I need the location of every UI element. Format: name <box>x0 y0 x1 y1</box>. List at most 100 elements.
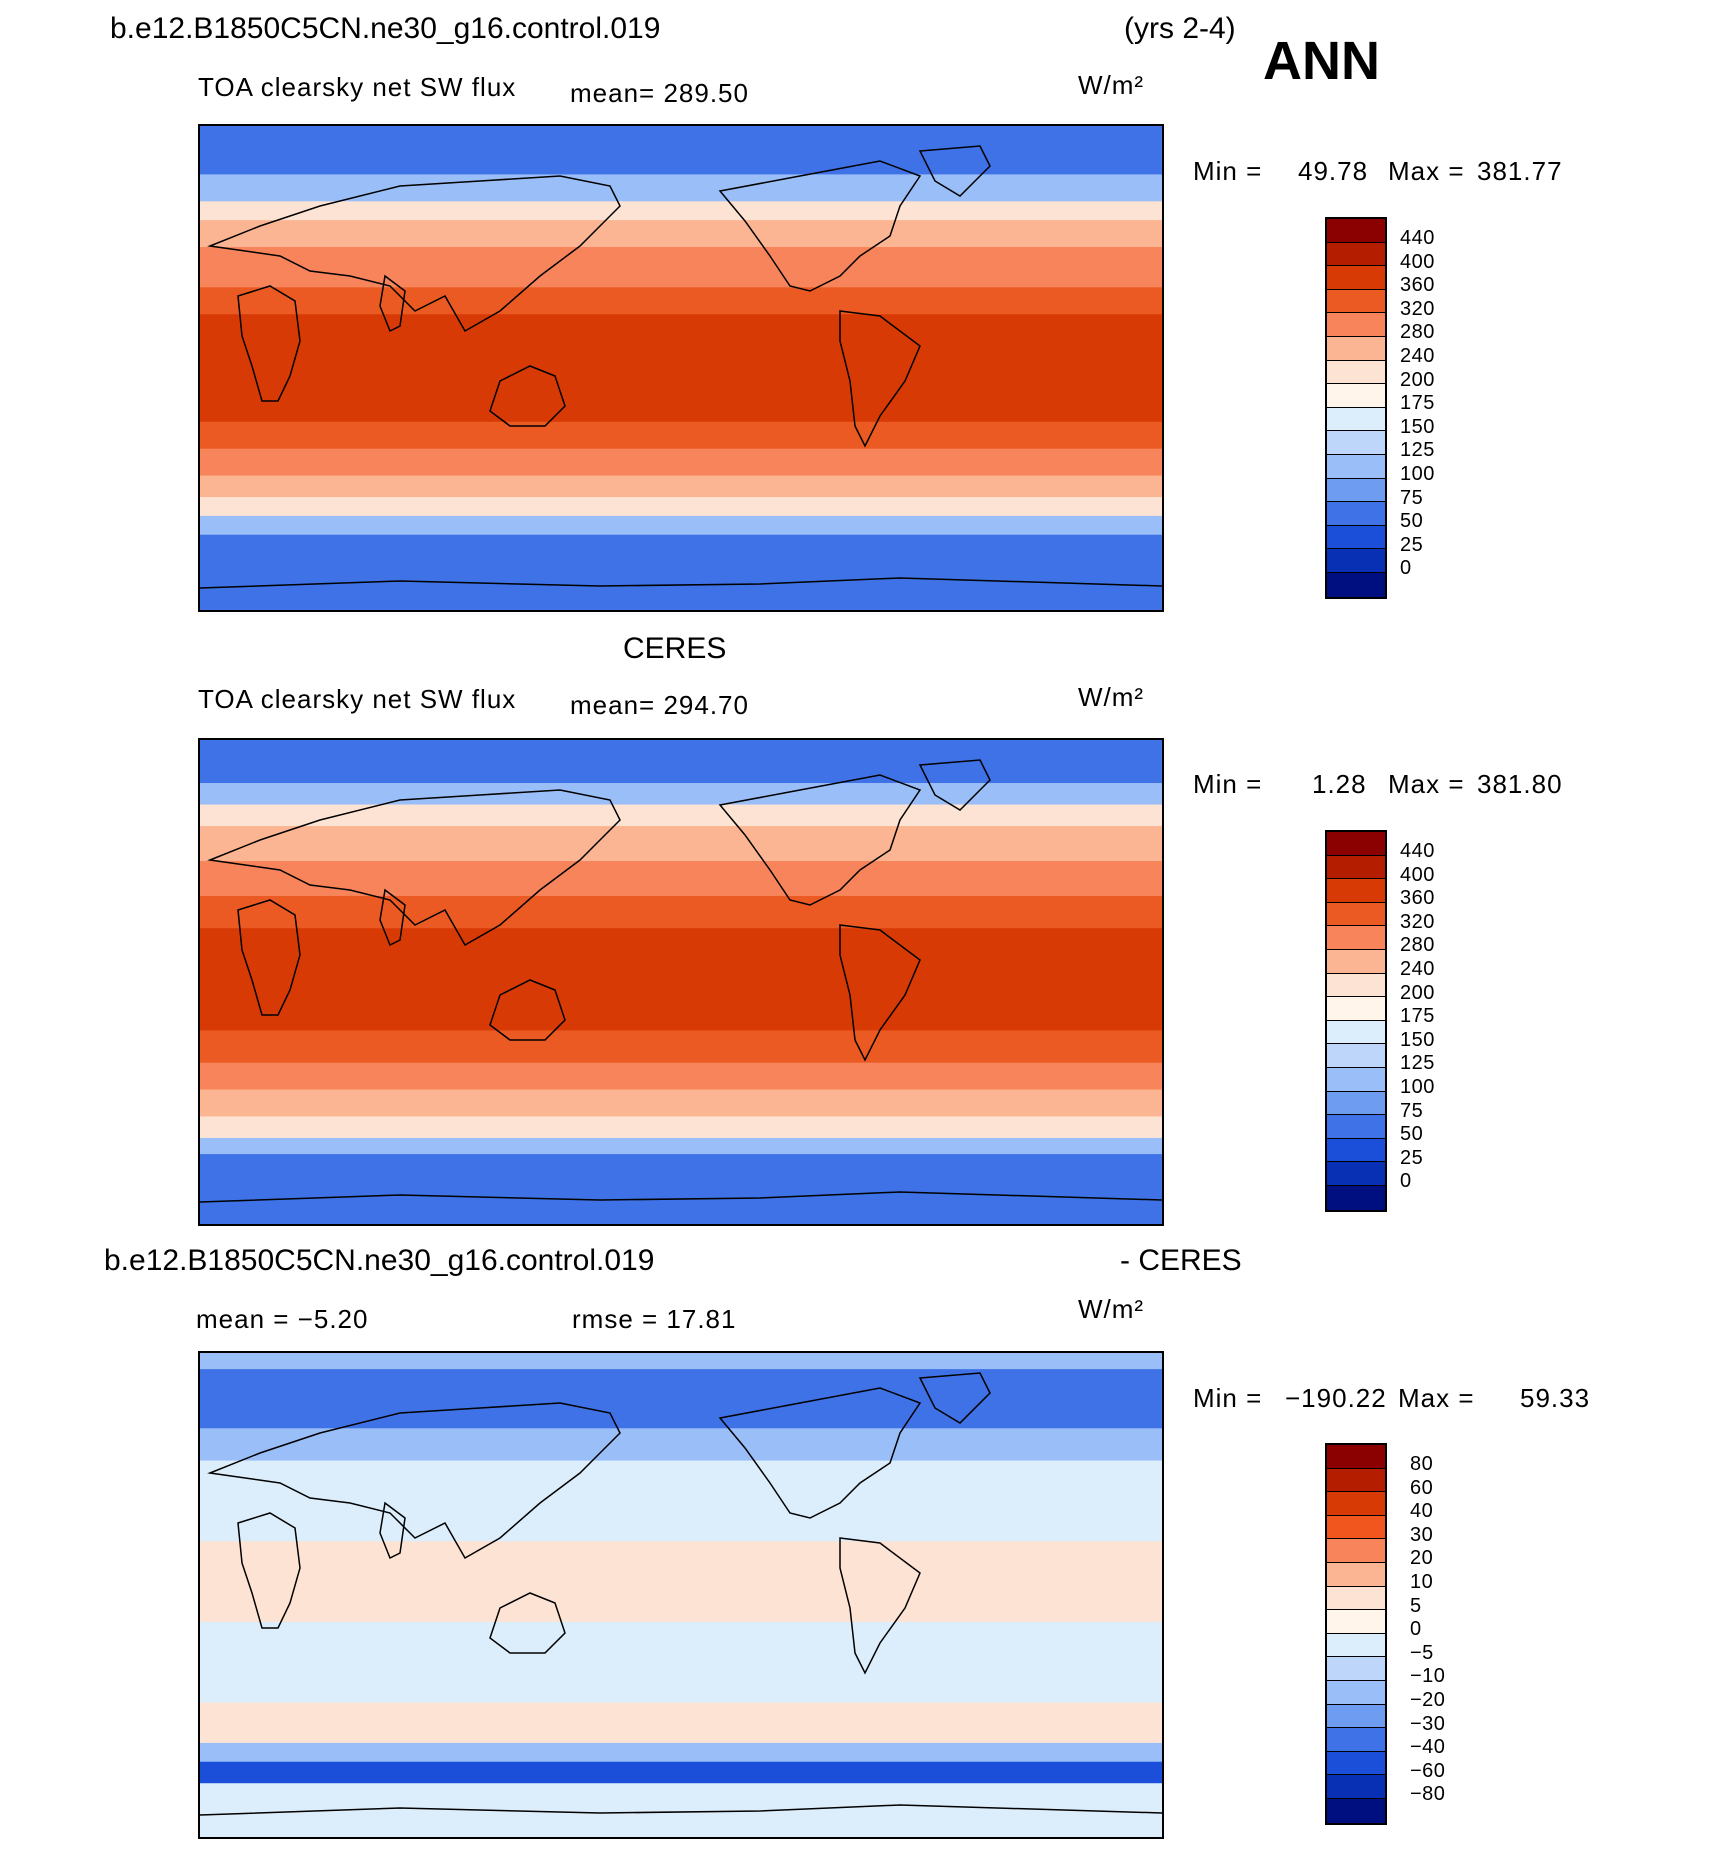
coastline <box>489 1592 566 1654</box>
map-band <box>200 287 1162 315</box>
colorbar-segment <box>1327 313 1385 337</box>
coastline <box>207 175 621 333</box>
colorbar-segment <box>1327 1610 1385 1634</box>
map-band <box>200 1742 1162 1763</box>
colorbar-segment <box>1327 1091 1385 1116</box>
colorbar-tick-label: 50 <box>1400 1123 1424 1146</box>
map-band <box>200 448 1162 477</box>
panel3-min-value: −190.22 <box>1285 1383 1387 1413</box>
coastline <box>200 1804 1162 1816</box>
colorbar-tick-label: 10 <box>1410 1571 1434 1593</box>
colorbar-tick-label: 400 <box>1400 250 1435 273</box>
panel3-colorbar <box>1325 1443 1387 1825</box>
map-band <box>200 1116 1162 1139</box>
colorbar-tick-label: 0 <box>1400 557 1412 580</box>
colorbar-tick-label: 30 <box>1410 1523 1434 1546</box>
coastline <box>718 774 922 906</box>
colorbar-segment <box>1327 1539 1385 1563</box>
colorbar-segment <box>1327 407 1385 432</box>
coastline <box>718 1387 922 1519</box>
panel3-title-left: b.e12.B1850C5CN.ne30_g16.control.019 <box>104 1244 655 1277</box>
panel1-map-svg <box>200 126 1162 610</box>
coastline <box>489 979 566 1041</box>
map-band <box>200 783 1162 806</box>
map-band <box>200 826 1162 862</box>
colorbar-tick-label: 25 <box>1400 533 1424 556</box>
map-band <box>200 804 1162 827</box>
colorbar-tick-label: 360 <box>1400 887 1435 910</box>
map-band <box>200 1137 1162 1155</box>
colorbar-tick-label: −40 <box>1410 1736 1446 1759</box>
colorbar-tick-label: 0 <box>1400 1170 1412 1193</box>
colorbar-segment <box>1327 219 1385 243</box>
colorbar-segment <box>1327 949 1385 974</box>
map-band <box>200 1428 1162 1462</box>
colorbar-segment <box>1327 242 1385 267</box>
map-band <box>200 861 1162 897</box>
colorbar-segment <box>1327 336 1385 361</box>
colorbar-tick-label: 440 <box>1400 227 1435 249</box>
colorbar-tick-label: 360 <box>1400 274 1435 297</box>
colorbar-segment <box>1327 855 1385 880</box>
colorbar-segment <box>1327 266 1385 290</box>
map-band <box>200 895 1162 929</box>
colorbar-segment <box>1327 973 1385 998</box>
map-band <box>200 1761 1162 1784</box>
colorbar-segment <box>1327 1680 1385 1705</box>
colorbar-segment <box>1327 1586 1385 1611</box>
map-band <box>200 1154 1162 1224</box>
colorbar-segment <box>1327 431 1385 455</box>
coastline <box>379 888 406 947</box>
panel2-map <box>198 738 1164 1226</box>
panel1-max-label: Max = <box>1388 156 1465 186</box>
colorbar-tick-label: 200 <box>1400 981 1435 1004</box>
colorbar-tick-label: 320 <box>1400 910 1435 933</box>
colorbar-segment <box>1327 525 1385 550</box>
colorbar-tick-label: −5 <box>1410 1641 1434 1664</box>
panel3-title-right: - CERES <box>1120 1244 1242 1277</box>
colorbar-segment <box>1327 1562 1385 1587</box>
colorbar-segment <box>1327 384 1385 408</box>
map-band <box>200 201 1162 221</box>
colorbar-tick-label: 40 <box>1410 1500 1434 1523</box>
colorbar-tick-label: 280 <box>1400 934 1435 957</box>
colorbar-tick-label: −60 <box>1410 1759 1446 1782</box>
coastline <box>839 1537 921 1675</box>
colorbar-segment <box>1327 997 1385 1021</box>
panel2-mean: mean= 294.70 <box>570 690 749 720</box>
coastline <box>237 899 301 1016</box>
coastline <box>918 1372 991 1424</box>
colorbar-tick-label: 280 <box>1400 321 1435 344</box>
colorbar-tick-label: 60 <box>1410 1476 1434 1499</box>
coastline <box>918 145 991 197</box>
panel2-min-label: Min = <box>1193 769 1263 799</box>
panel2-max-value: 381.80 <box>1477 769 1563 799</box>
colorbar-tick-label: 175 <box>1400 1005 1435 1028</box>
panel2-colorbar <box>1325 830 1387 1212</box>
map-band <box>200 475 1162 498</box>
colorbar-tick-label: −80 <box>1410 1783 1446 1806</box>
coastline <box>200 1191 1162 1203</box>
panel3-map <box>198 1351 1164 1839</box>
colorbar-segment <box>1327 1020 1385 1045</box>
colorbar-tick-label: 0 <box>1410 1618 1422 1641</box>
colorbar-segment <box>1327 360 1385 385</box>
panel2-map-svg <box>200 740 1162 1224</box>
panel1-units: W/m² <box>1078 70 1145 100</box>
colorbar-segment <box>1327 502 1385 526</box>
map-band <box>200 1621 1162 1704</box>
colorbar-tick-label: 150 <box>1400 415 1435 438</box>
case-title: b.e12.B1850C5CN.ne30_g16.control.019 <box>110 12 661 45</box>
colorbar-tick-label: 100 <box>1400 463 1435 485</box>
panel1-variable-title: TOA clearsky net SW flux <box>198 72 517 102</box>
colorbar-segment <box>1327 1751 1385 1776</box>
colorbar-segment <box>1327 1445 1385 1469</box>
colorbar-tick-label: 125 <box>1400 1052 1435 1075</box>
colorbar-tick-label: 20 <box>1410 1547 1434 1570</box>
coastline <box>918 759 991 811</box>
colorbar-tick-label: 240 <box>1400 345 1435 367</box>
colorbar-tick-label: 75 <box>1400 486 1424 509</box>
panel1-mean: mean= 289.50 <box>570 78 749 108</box>
map-band <box>200 534 1162 610</box>
coastline <box>379 274 406 333</box>
